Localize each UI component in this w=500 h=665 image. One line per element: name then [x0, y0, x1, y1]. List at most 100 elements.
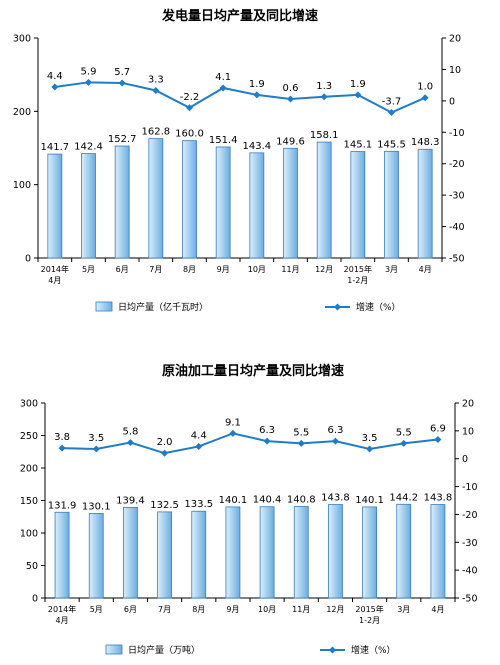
bar-value-label: 149.6	[276, 136, 305, 147]
bar-value-label: 144.2	[389, 492, 418, 503]
growth-point	[320, 93, 328, 101]
y-right-tick-label: 0	[462, 454, 468, 465]
growth-value-label: 6.3	[259, 425, 275, 436]
bar	[148, 138, 164, 259]
y-left-tick-label: 100	[20, 529, 38, 540]
y-right-tick-label: -50	[462, 594, 478, 605]
legend-line-label: 增速（%）	[356, 301, 401, 313]
y-right-tick-label: -10	[449, 128, 465, 139]
y-left-tick-label: 200	[13, 107, 31, 118]
growth-point	[229, 429, 237, 437]
x-tick-label: 12月	[315, 265, 333, 274]
y-right-tick-label: -40	[462, 566, 478, 577]
growth-value-label: -2.2	[180, 92, 200, 103]
legend-bar-swatch	[105, 644, 123, 655]
growth-point	[253, 91, 261, 99]
growth-point	[400, 439, 408, 447]
y-left-tick-label: 100	[13, 180, 31, 191]
x-tick-label: 11月	[281, 265, 299, 274]
y-right-tick-label: 10	[449, 65, 461, 76]
y-left-tick-label: 300	[13, 34, 31, 45]
growth-value-label: 2.0	[157, 437, 173, 448]
bar	[283, 147, 298, 259]
x-tick-label: 6月	[116, 265, 129, 274]
growth-point	[297, 439, 305, 447]
bar	[182, 140, 197, 259]
growth-value-label: 0.6	[283, 83, 299, 94]
x-tick-label: 4月	[56, 616, 69, 625]
bar-value-label: 130.1	[82, 501, 111, 512]
y-left-tick-label: 250	[20, 431, 38, 442]
bar-value-label: 145.5	[377, 139, 406, 150]
x-tick-label: 4月	[419, 265, 432, 274]
growth-line	[54, 81, 426, 114]
y-left-tick-label: 0	[32, 594, 38, 605]
y-right-tick-label: 0	[449, 96, 455, 107]
growth-point	[126, 439, 134, 447]
chart-title: 发电量日均产量及同比增速	[161, 8, 318, 24]
x-tick-label: 10月	[258, 605, 276, 614]
growth-value-label: 4.1	[215, 72, 231, 83]
x-tick-label: 2014年	[41, 264, 69, 274]
growth-point	[366, 445, 374, 453]
x-tick-label: 1-2月	[359, 616, 380, 625]
bar	[417, 148, 433, 259]
legend: 日均产量（万吨） 增速（%）	[105, 644, 396, 656]
bar-value-label: 143.8	[424, 493, 453, 504]
bar	[249, 152, 265, 259]
bar	[191, 510, 207, 599]
bar	[328, 504, 343, 599]
legend: 日均产量（亿千瓦时） 增速（%）	[95, 301, 401, 313]
legend-line-marker	[329, 646, 336, 654]
bar	[81, 153, 96, 259]
growth-point	[186, 104, 193, 112]
x-tick-label: 4月	[48, 276, 61, 285]
x-tick-label: 2015年	[344, 264, 372, 274]
x-tick-label: 3月	[385, 265, 398, 274]
bar-value-label: 133.5	[184, 499, 213, 510]
x-tick-label: 5月	[90, 605, 103, 614]
y-left-tick-label: 0	[25, 254, 31, 265]
legend-line-marker	[334, 303, 341, 311]
x-tick-label: 9月	[226, 605, 239, 614]
y-left-tick-label: 50	[26, 561, 38, 572]
growth-value-label: 1.9	[350, 79, 366, 90]
bar-value-label: 148.3	[411, 137, 440, 148]
y-left-tick-label: 150	[20, 496, 38, 507]
bar-value-label: 160.0	[175, 129, 204, 140]
bar	[54, 511, 70, 599]
x-tick-label: 4月	[431, 605, 444, 614]
bar	[316, 141, 332, 259]
bar-value-label: 140.1	[219, 495, 248, 506]
x-tick-label: 2015年	[355, 604, 383, 614]
growth-value-label: 3.5	[88, 433, 104, 444]
legend-bar-label: 日均产量（亿千瓦时）	[118, 301, 208, 313]
x-tick-label: 9月	[217, 265, 230, 274]
bar	[123, 506, 138, 599]
bar-value-label: 143.8	[321, 493, 350, 504]
x-tick-label: 1-2月	[347, 276, 368, 285]
legend-bar-swatch	[95, 301, 113, 312]
x-tick-label: 7月	[149, 265, 162, 274]
bar-value-label: 140.8	[287, 494, 316, 505]
x-tick-label: 8月	[192, 605, 205, 614]
x-tick-label: 8月	[183, 265, 196, 274]
growth-point	[219, 84, 227, 92]
bar	[88, 513, 104, 599]
growth-value-label: 9.1	[225, 417, 241, 428]
legend-bar-label: 日均产量（万吨）	[128, 644, 200, 656]
bar-value-label: 158.1	[310, 130, 339, 141]
bar-value-label: 162.8	[142, 127, 171, 138]
y-left-tick-label: 300	[20, 399, 38, 410]
y-right-tick-label: -50	[449, 254, 465, 265]
bar	[384, 150, 399, 259]
x-tick-label: 10月	[248, 265, 266, 274]
legend-line-label: 增速（%）	[351, 644, 396, 656]
y-right-tick-label: 20	[462, 399, 474, 410]
y-right-tick-label: 10	[462, 426, 474, 437]
growth-value-label: 6.9	[430, 423, 446, 434]
bar-value-label: 142.4	[74, 142, 103, 153]
growth-value-label: 5.8	[122, 427, 138, 438]
